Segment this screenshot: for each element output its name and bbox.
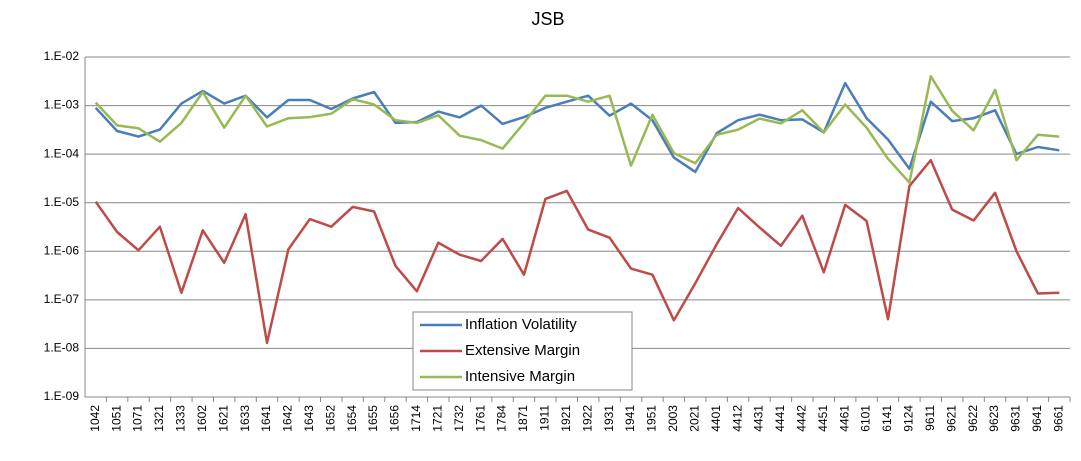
y-tick-label: 1.E-07 xyxy=(44,292,80,306)
x-tick-label: 4401 xyxy=(709,405,723,432)
y-tick-label: 1.E-03 xyxy=(44,98,80,112)
x-tick-label: 1621 xyxy=(216,405,230,432)
x-tick-label: 1071 xyxy=(131,405,145,432)
x-tick-label: 1654 xyxy=(345,405,359,432)
x-tick-label: 1761 xyxy=(473,405,487,432)
x-tick-label: 4461 xyxy=(837,405,851,432)
x-tick-label: 9611 xyxy=(923,405,937,431)
x-tick-label: 4431 xyxy=(752,405,766,432)
x-tick-label: 9641 xyxy=(1030,405,1044,432)
x-tick-label: 1721 xyxy=(430,405,444,432)
x-tick-label: 1051 xyxy=(109,405,123,432)
x-tick-label: 4451 xyxy=(816,405,830,432)
x-tick-label: 9124 xyxy=(902,405,916,432)
x-tick-label: 1333 xyxy=(174,405,188,432)
legend-label: Inflation Volatility xyxy=(465,316,577,333)
x-tick-label: 1784 xyxy=(495,405,509,432)
x-tick-label: 6101 xyxy=(859,405,873,432)
y-tick-label: 1.E-02 xyxy=(44,49,80,63)
legend-label: Intensive Margin xyxy=(465,368,575,385)
x-tick-label: 9661 xyxy=(1051,405,1065,432)
x-tick-label: 1042 xyxy=(88,405,102,432)
y-tick-label: 1.E-04 xyxy=(44,146,80,160)
chart-title: JSB xyxy=(531,9,564,29)
y-tick-label: 1.E-08 xyxy=(44,341,80,355)
series-line xyxy=(94,75,1060,184)
x-tick-label: 1951 xyxy=(645,405,659,432)
y-tick-label: 1.E-05 xyxy=(44,195,80,209)
x-tick-label: 1871 xyxy=(516,405,530,432)
x-tick-label: 2021 xyxy=(687,405,701,432)
x-tick-label: 1922 xyxy=(580,405,594,432)
x-tick-label: 1641 xyxy=(259,405,273,432)
x-tick-label: 9623 xyxy=(987,405,1001,432)
y-tick-label: 1.E-06 xyxy=(44,243,80,257)
x-tick-label: 1602 xyxy=(195,405,209,432)
x-tick-label: 1714 xyxy=(409,405,423,432)
legend: Inflation Volatility Extensive Margin Inte… xyxy=(412,311,633,391)
series-line xyxy=(94,158,1060,345)
x-tick-label: 9622 xyxy=(966,405,980,432)
x-tick-label: 4442 xyxy=(795,405,809,432)
x-tick-label: 1911 xyxy=(538,405,552,431)
x-tick-label: 1652 xyxy=(323,405,337,432)
legend-label: Extensive Margin xyxy=(465,342,580,359)
x-tick-label: 4441 xyxy=(773,405,787,432)
x-tick-label: 1642 xyxy=(281,405,295,432)
x-tick-label: 1656 xyxy=(388,405,402,432)
y-tick-label: 1.E-09 xyxy=(44,389,80,403)
x-tick-label: 9631 xyxy=(1009,405,1023,432)
x-tick-label: 1655 xyxy=(366,405,380,432)
x-tick-label: 1941 xyxy=(623,405,637,432)
x-tick-label: 6141 xyxy=(880,405,894,432)
x-tick-label: 1931 xyxy=(602,405,616,432)
x-tick-label: 1633 xyxy=(238,405,252,432)
x-tick-label: 1921 xyxy=(559,405,573,432)
x-tick-label: 2003 xyxy=(666,405,680,432)
x-tick-label: 1321 xyxy=(152,405,166,432)
x-tick-label: 4412 xyxy=(730,405,744,432)
x-tick-label: 1732 xyxy=(452,405,466,432)
x-tick-label: 9621 xyxy=(944,405,958,432)
x-tick-label: 1643 xyxy=(302,405,316,432)
